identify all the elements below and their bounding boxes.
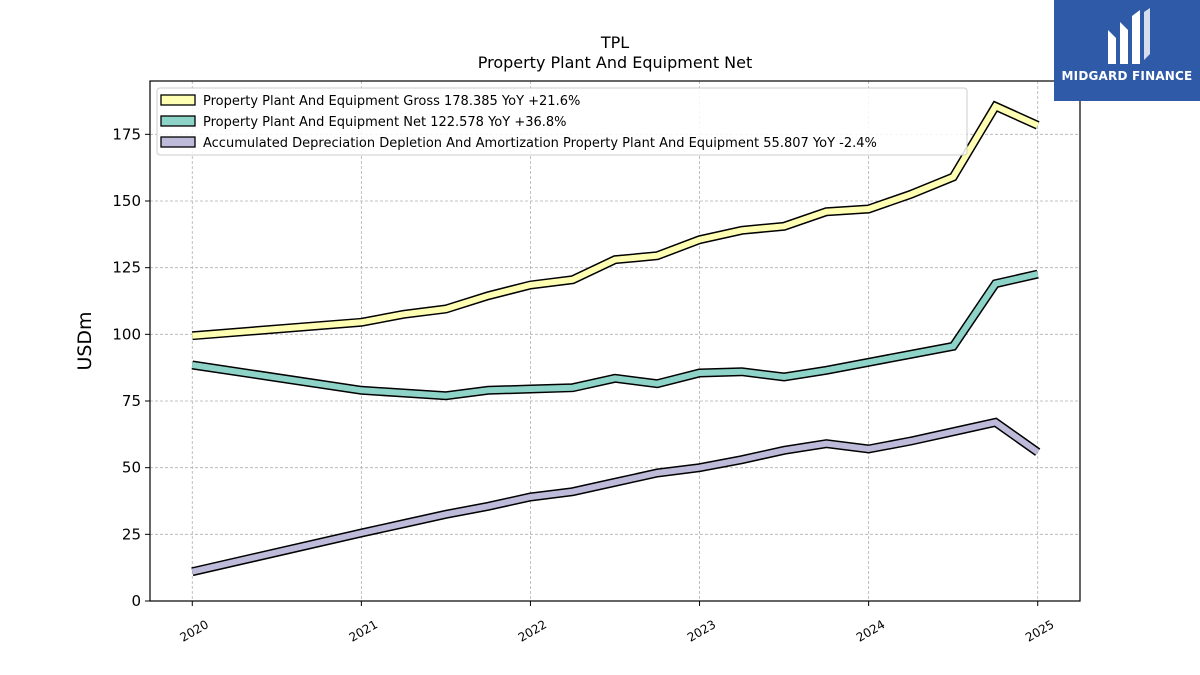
- y-tick-label: 0: [131, 592, 141, 610]
- x-tick-label: 2020: [178, 617, 211, 644]
- y-tick-label: 175: [112, 125, 141, 143]
- y-axis-label: USDm: [74, 311, 96, 370]
- legend-swatch-2: [160, 136, 196, 148]
- legend-box: [156, 87, 968, 156]
- y-tick-label: 75: [122, 392, 141, 410]
- logo-text: MIDGARD FINANCE: [1061, 69, 1193, 83]
- chart-subtitle: Property Plant And Equipment Net: [478, 53, 753, 72]
- legend-entry-2: Accumulated Depreciation Depletion And A…: [203, 136, 877, 151]
- chart-title: TPL: [600, 33, 629, 52]
- x-tick-label: 2021: [347, 617, 380, 644]
- y-tick-label: 150: [112, 192, 141, 210]
- y-axis-ticks: 0 25 50 75 100 125 150 175: [112, 125, 150, 610]
- grid: [150, 81, 1080, 602]
- y-tick-label: 25: [122, 525, 141, 543]
- series-lines: [191, 100, 1041, 577]
- midgard-finance-logo: MIDGARD FINANCE: [1054, 0, 1200, 101]
- series-line-1: [191, 271, 1039, 399]
- y-tick-label: 100: [112, 325, 141, 343]
- series-line-2: [191, 419, 1040, 575]
- plot-frame: [149, 80, 1081, 602]
- legend-entry-1: Property Plant And Equipment Net 122.578…: [203, 115, 567, 130]
- x-tick-label: 2025: [1023, 617, 1056, 644]
- x-axis-ticks: 2020 2021 2022 2023 2024 2025: [178, 601, 1056, 645]
- midgard-logo-icon: [1108, 8, 1150, 64]
- y-tick-label: 125: [112, 259, 141, 277]
- x-tick-label: 2024: [854, 617, 887, 644]
- legend-swatch-0: [160, 94, 196, 106]
- legend-swatch-1: [160, 115, 196, 127]
- series-line-0: [192, 102, 1039, 339]
- x-tick-label: 2023: [685, 617, 718, 644]
- legend-entry-0: Property Plant And Equipment Gross 178.3…: [203, 94, 580, 109]
- series-outline-2: [191, 417, 1041, 577]
- y-tick-label: 50: [122, 459, 141, 477]
- x-tick-label: 2022: [516, 617, 549, 644]
- legend: Property Plant And Equipment Gross 178.3…: [156, 87, 968, 156]
